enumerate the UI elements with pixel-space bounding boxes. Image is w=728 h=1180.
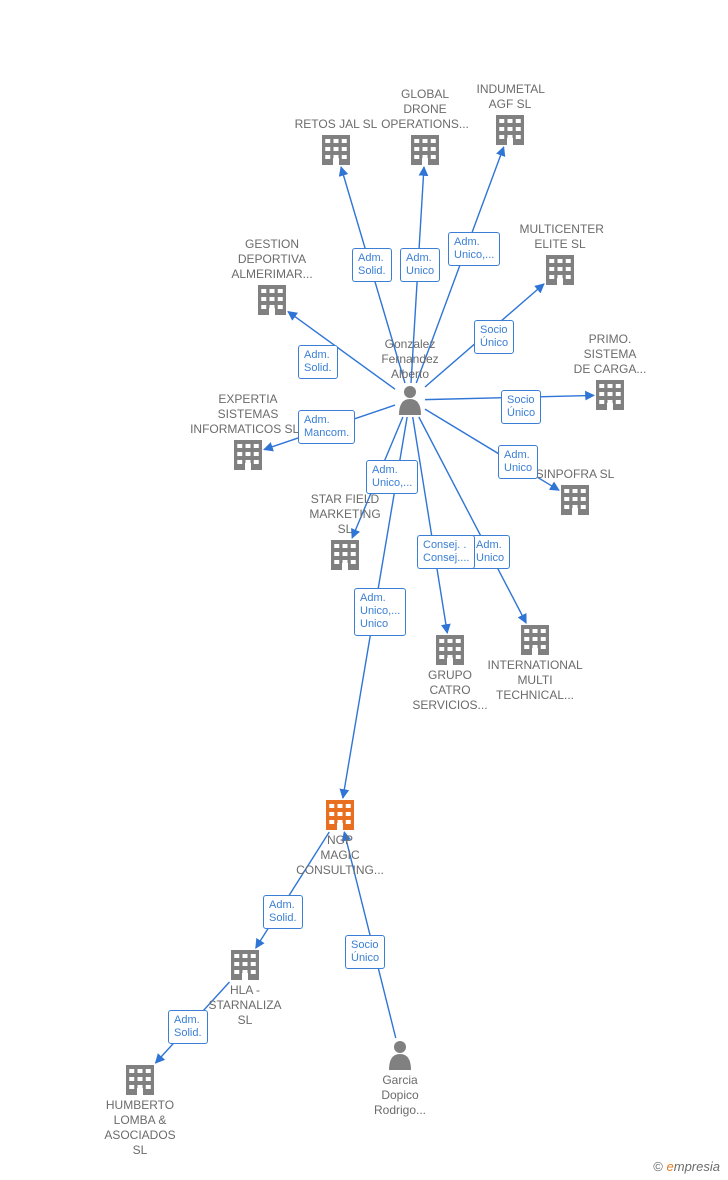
building-icon[interactable] (546, 255, 574, 285)
edge (264, 405, 395, 449)
building-icon[interactable] (126, 1065, 154, 1095)
copyright-symbol: © (653, 1159, 663, 1174)
edge (352, 417, 403, 538)
edge (344, 832, 396, 1038)
edge (413, 417, 448, 633)
building-icon[interactable] (596, 380, 624, 410)
building-icon[interactable] (231, 950, 259, 980)
person-icon[interactable] (399, 386, 421, 415)
person-icon[interactable] (389, 1041, 411, 1070)
copyright: © empresia (653, 1159, 720, 1174)
edge (411, 167, 424, 383)
edge (341, 167, 405, 383)
building-icon[interactable] (561, 485, 589, 515)
building-icon[interactable] (521, 625, 549, 655)
building-icon[interactable] (234, 440, 262, 470)
building-icon[interactable] (322, 135, 350, 165)
building-icon[interactable] (326, 800, 354, 830)
edge (343, 417, 407, 798)
network-canvas (0, 0, 728, 1180)
edge (425, 395, 594, 399)
building-icon[interactable] (331, 540, 359, 570)
edge (288, 312, 395, 390)
building-icon[interactable] (258, 285, 286, 315)
edge (256, 832, 329, 948)
building-icon[interactable] (411, 135, 439, 165)
edge (425, 284, 544, 387)
edge (416, 147, 503, 383)
brand-first-letter: e (667, 1159, 674, 1174)
edge (425, 409, 559, 490)
building-icon[interactable] (436, 635, 464, 665)
brand-rest: mpresia (674, 1159, 720, 1174)
edge (156, 982, 230, 1063)
building-icon[interactable] (496, 115, 524, 145)
edge (419, 417, 526, 623)
